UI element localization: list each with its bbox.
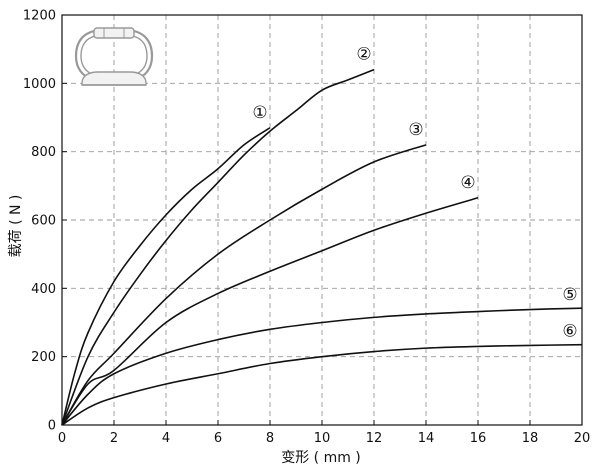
y-tick-label: 600 [31,214,56,229]
y-tick-label: 1200 [23,9,56,24]
series-label-1: ① [252,103,267,123]
plot-border [61,14,583,426]
x-tick-label: 0 [58,431,66,446]
x-tick-label: 12 [366,431,383,446]
spring-strip-icon [74,27,154,86]
series-line-5 [61,307,583,426]
series-label-4: ④ [460,173,475,193]
x-axis-label: 变形 ( mm ) [281,450,361,466]
series-label-3: ③ [408,120,423,140]
series-label-5: ⑤ [562,285,577,305]
series-line-6 [61,343,583,426]
x-tick-label: 16 [470,431,487,446]
y-tick-label: 400 [31,282,56,297]
curves [61,68,583,426]
y-axis-label: 载荷 ( N ) [8,195,24,258]
y-tick-label: 0 [48,419,56,434]
x-tick-label: 4 [162,431,170,446]
x-tick-label: 2 [110,431,118,446]
plot-frame [61,14,583,426]
series-label-6: ⑥ [562,322,577,342]
grid [62,15,582,425]
series-line-4 [61,197,479,426]
x-tick-label: 6 [214,431,222,446]
series-label-2: ② [356,45,371,65]
y-tick-label: 200 [31,350,56,365]
series-line-1 [61,127,271,426]
series-labels: ① ② ③ ④ ⑤ ⑥ [252,45,577,342]
x-tick-label: 10 [314,431,331,446]
x-tick-label: 20 [574,431,591,446]
y-tick-label: 1000 [23,77,56,92]
series-line-3 [61,144,427,426]
x-tick-label: 14 [418,431,435,446]
y-tick-label: 800 [31,145,56,160]
series-line-2 [61,68,375,426]
x-tick-label: 18 [522,431,539,446]
x-tick-label: 8 [266,431,274,446]
